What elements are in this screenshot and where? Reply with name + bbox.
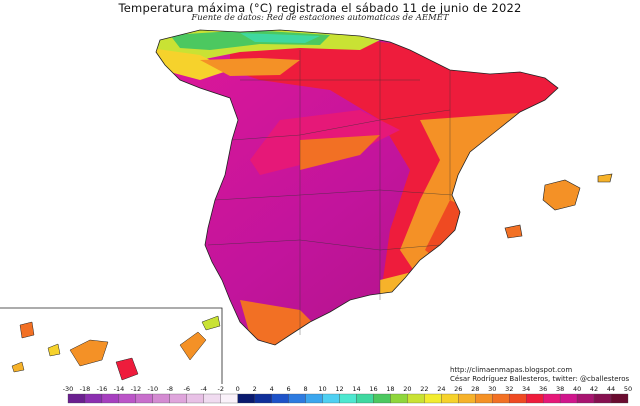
map-title: Temperatura máxima (°C) registrada el sá… xyxy=(118,1,522,15)
legend-swatch xyxy=(610,393,629,404)
legend-tick-label: -4 xyxy=(201,385,207,393)
legend-swatch xyxy=(373,393,391,404)
legend-swatch xyxy=(390,393,408,404)
legend-swatch xyxy=(203,393,221,404)
legend-tick-label: 4 xyxy=(270,385,274,393)
legend-swatch xyxy=(407,393,425,404)
legend-tick-label: -2 xyxy=(217,385,223,393)
legend-tick-label: 6 xyxy=(287,385,291,393)
legend-tick-label: 10 xyxy=(318,385,326,393)
legend-tick-label: -6 xyxy=(184,385,190,393)
legend-tick-label: 44 xyxy=(607,385,615,393)
lanzarote xyxy=(201,315,221,331)
temperature-map xyxy=(0,29,613,384)
legend-swatch xyxy=(67,393,86,404)
legend-tick-label: 26 xyxy=(454,385,462,393)
legend-tick-label: 32 xyxy=(505,385,513,393)
gran-canaria xyxy=(115,357,139,381)
legend-swatch xyxy=(356,393,374,404)
legend-swatch xyxy=(237,393,255,404)
legend-tick-label: 20 xyxy=(403,385,411,393)
heat-zone-cyl-north xyxy=(200,58,300,76)
balearic-islands xyxy=(504,173,613,239)
la-palma xyxy=(19,321,35,339)
legend-swatch xyxy=(322,393,340,404)
legend-tick-label: 42 xyxy=(590,385,598,393)
legend-tick-label: 38 xyxy=(556,385,564,393)
map-subtitle: Fuente de datos: Red de estaciones autom… xyxy=(191,13,449,23)
la-gomera xyxy=(47,343,61,357)
legend-swatch xyxy=(543,393,561,404)
legend-tick-label: 8 xyxy=(304,385,308,393)
menorca xyxy=(597,173,613,183)
legend-tick-label: -18 xyxy=(80,385,91,393)
legend-tick-label: 40 xyxy=(573,385,581,393)
el-hierro xyxy=(11,361,25,373)
legend-tick-label: -12 xyxy=(131,385,142,393)
legend-tick-label: 18 xyxy=(386,385,394,393)
legend-tick-label: 50 xyxy=(624,385,632,393)
legend-swatch xyxy=(441,393,459,404)
legend-swatch xyxy=(559,393,578,404)
legend-tick-label: -16 xyxy=(97,385,108,393)
legend-swatch xyxy=(135,393,153,404)
legend-swatch xyxy=(118,393,137,404)
peninsula-outline xyxy=(155,29,559,346)
legend-swatch xyxy=(186,393,204,404)
legend-tick-label: 36 xyxy=(539,385,547,393)
legend-swatch xyxy=(576,393,595,404)
legend-tick-label: -8 xyxy=(167,385,173,393)
legend-tick-label: 16 xyxy=(369,385,377,393)
tenerife xyxy=(69,339,109,367)
legend-swatch xyxy=(458,393,476,404)
legend-swatch xyxy=(271,393,289,404)
legend-tick-label: 0 xyxy=(236,385,240,393)
canary-inset-frame xyxy=(0,307,223,384)
color-legend: -30 -18 -16 -14 -12 -10 -8 -6 -4 -2 0 2 4 6 8 10 12 14 16 1… xyxy=(63,385,632,404)
legend-tick-label: 28 xyxy=(471,385,479,393)
legend-tick-label: 12 xyxy=(335,385,343,393)
legend-swatch xyxy=(509,393,527,404)
legend-tick-label: 30 xyxy=(488,385,496,393)
legend-swatch xyxy=(424,393,442,404)
legend-swatch xyxy=(220,393,238,404)
legend-tick-label: -30 xyxy=(63,385,74,393)
legend-swatch xyxy=(593,393,612,404)
heat-zone-sistema-central xyxy=(300,135,380,170)
fuerteventura xyxy=(179,331,207,361)
legend-swatch xyxy=(526,393,544,404)
legend-tick-label: 34 xyxy=(522,385,530,393)
legend-swatch xyxy=(169,393,187,404)
credit-author: César Rodríguez Ballesteros, twitter: @c… xyxy=(450,375,630,383)
legend-tick-label: 14 xyxy=(352,385,360,393)
legend-tick-label: 2 xyxy=(253,385,257,393)
legend-swatch xyxy=(305,393,323,404)
legend-swatch xyxy=(339,393,357,404)
canary-inset xyxy=(0,307,223,384)
legend-swatch xyxy=(101,393,120,404)
legend-swatch xyxy=(84,393,103,404)
legend-swatch xyxy=(288,393,306,404)
legend-swatch xyxy=(475,393,493,404)
legend-swatch xyxy=(492,393,510,404)
province-borders xyxy=(207,40,453,335)
ibiza xyxy=(504,224,523,239)
mallorca xyxy=(542,179,581,211)
legend-tick-label: 22 xyxy=(420,385,428,393)
heat-zone-16 xyxy=(240,33,320,43)
legend-swatch xyxy=(152,393,170,404)
legend-tick-label: 24 xyxy=(437,385,445,393)
credit-url: http://climaenmapas.blogspot.com xyxy=(450,366,573,374)
legend-tick-label: -10 xyxy=(148,385,159,393)
legend-swatch xyxy=(254,393,272,404)
legend-tick-label: -14 xyxy=(114,385,125,393)
